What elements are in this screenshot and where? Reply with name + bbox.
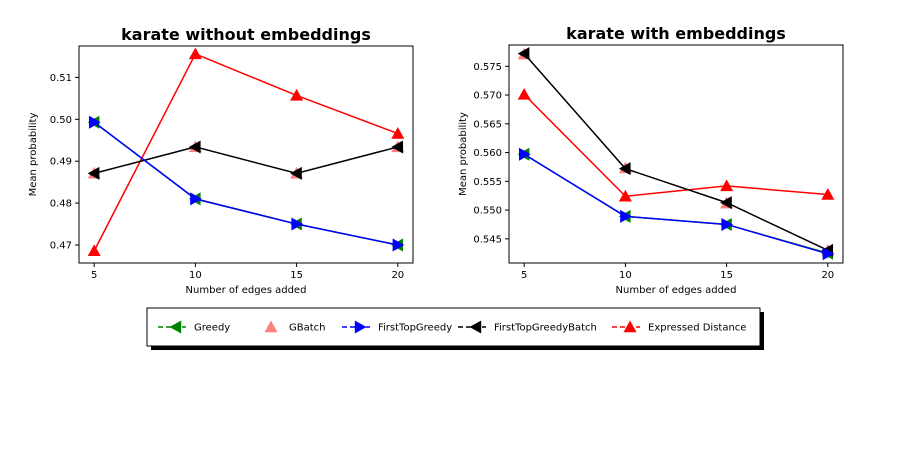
data-point [618,162,631,176]
data-point [720,179,734,192]
legend-label: Expressed Distance [648,323,746,334]
series-line [93,121,398,246]
data-point [188,47,202,60]
x-tick-label: 5 [521,270,527,281]
plot-frame [508,44,844,264]
x-tick-label: 5 [91,270,97,281]
data-point [391,127,405,139]
data-point [517,87,531,100]
series-line [523,153,829,255]
legend-label: Greedy [194,323,230,334]
y-tick-label: 0.550 [473,206,502,217]
series-line [523,53,829,252]
series-line [93,146,399,175]
series-line [523,93,828,198]
series-firsttopgreedy [518,147,835,261]
legend-entry: Expressed Distance [612,320,746,334]
series-greedy [87,115,404,252]
series-expressed-distance [517,87,835,202]
data-point [822,247,835,261]
x-axis-label: Number of edges added [616,285,737,296]
chart-title: karate without embeddings [121,25,371,44]
legend-marker [469,320,482,334]
legend-entry: FirstTopGreedyBatch [458,320,597,334]
series-line [93,121,398,246]
legend-entry: Greedy [158,320,230,334]
legend-marker [623,320,637,333]
data-point [517,47,530,61]
data-point [518,147,531,161]
chart-title: karate with embeddings [566,24,786,43]
x-tick-label: 10 [189,270,202,281]
y-tick-label: 0.570 [473,91,502,102]
legend-marker [169,320,182,334]
legend-entry: GBatch [264,320,326,334]
data-point [618,189,632,202]
x-tick-label: 10 [619,270,632,281]
data-point [620,209,632,223]
data-point [391,140,404,154]
x-tick-label: 15 [290,270,303,281]
series-gbatch [517,47,835,256]
legend-label: GBatch [289,323,326,334]
data-point [291,217,304,231]
legend: Greedy GBatch FirstTopGreedy FirstTopGreedy… [146,307,764,350]
y-tick-label: 0.49 [50,157,72,168]
data-point [87,244,101,257]
chart-1: karate without embeddings 5 10 15 20 0.47 0.48… [28,25,414,296]
data-point [721,217,734,231]
legend-label: FirstTopGreedy [378,323,452,334]
y-tick-label: 0.560 [473,148,502,159]
series-firsttopgreedybatch [87,140,404,180]
x-tick-label: 20 [821,270,834,281]
data-point [290,166,302,180]
x-tick-label: 15 [720,270,733,281]
y-axis-label: Mean probability [458,112,469,196]
chart-2: karate with embeddings 5 10 15 20 0.545 0.550 0… [458,24,844,296]
legend-entry: FirstTopGreedy [342,320,452,334]
legend-box [146,307,761,347]
data-point [392,238,405,252]
y-tick-label: 0.575 [473,62,502,73]
data-point [88,115,101,129]
y-tick-label: 0.47 [50,240,72,251]
data-point [190,192,202,206]
legend-marker [354,320,367,334]
plot-frame [78,45,414,264]
y-tick-label: 0.50 [50,115,72,126]
series-line [93,53,399,252]
legend-label: FirstTopGreedyBatch [494,323,597,334]
y-tick-label: 0.51 [50,73,72,84]
data-point [821,188,835,200]
series-line [523,153,829,254]
y-tick-label: 0.545 [473,234,502,245]
data-point [290,88,304,101]
series-firsttopgreedy [88,115,405,252]
series-firsttopgreedybatch [517,47,834,257]
data-point [87,166,100,180]
data-point [720,196,732,210]
x-tick-label: 20 [391,270,404,281]
series-expressed-distance [87,47,405,257]
y-axis-label: Mean probability [28,113,39,197]
x-axis-label: Number of edges added [186,285,307,296]
series-greedy [517,147,834,260]
legend-marker [264,320,278,333]
y-tick-label: 0.555 [473,177,502,188]
y-tick-label: 0.565 [473,119,502,130]
y-tick-label: 0.48 [50,199,72,210]
data-point [188,140,201,154]
